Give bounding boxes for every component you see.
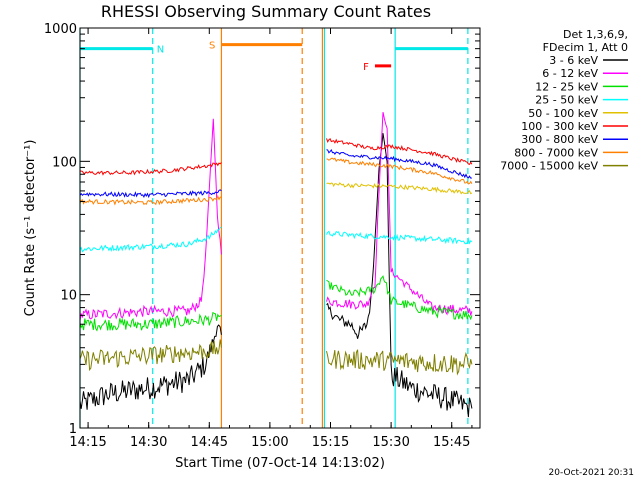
series-line-5-0 (79, 162, 222, 176)
plot-frame (79, 27, 481, 429)
y-tick-label-1: 10 (60, 289, 77, 304)
legend-label-8: 7000 - 15000 keV (500, 160, 598, 173)
series-line-8-0 (79, 339, 222, 372)
interval-label-1: S (209, 41, 215, 52)
y-tick-label-0: 1 (69, 422, 77, 437)
y-tick-label-2: 100 (52, 155, 77, 170)
legend-header-0: Det 1,3,6,9, (563, 28, 628, 41)
x-tick-label-3: 15:00 (251, 435, 288, 450)
x-tick-label-6: 15:45 (433, 435, 470, 450)
series-line-7-1 (326, 157, 473, 185)
x-tick-label-1: 14:30 (130, 435, 167, 450)
series-line-8-1 (326, 349, 473, 376)
x-tick-label-5: 15:30 (372, 435, 409, 450)
interval-label-2: F (363, 62, 369, 73)
legend-label-5: 100 - 300 keV (521, 120, 598, 133)
footer-timestamp: 20-Oct-2021 20:31 (549, 468, 634, 478)
series-line-2-0 (79, 311, 222, 332)
x-tick-label-4: 15:15 (312, 435, 349, 450)
x-axis: 14:15 14:30 14:45 15:00 15:15 15:30 15:45 (69, 28, 473, 450)
series-line-7-0 (79, 194, 222, 206)
y-tick-label-3: 1000 (44, 22, 77, 37)
legend-label-7: 800 - 7000 keV (514, 146, 598, 159)
series-line-4-0 (326, 182, 473, 195)
series-line-6-1 (326, 149, 472, 179)
series-line-3-1 (326, 230, 473, 245)
y-axis: 1 10 100 1000 (44, 22, 480, 437)
legend-label-6: 300 - 800 keV (521, 133, 598, 146)
legend-label-4: 50 - 100 keV (528, 107, 598, 120)
y-axis-label: Count Rate (s⁻¹ detector⁻¹) (23, 140, 38, 317)
legend-label-0: 3 - 6 keV (549, 54, 598, 67)
legend-label-1: 6 - 12 keV (542, 67, 598, 80)
legend-label-2: 12 - 25 keV (535, 80, 598, 93)
series-line-1-1 (326, 111, 473, 316)
series-line-0-1 (326, 133, 473, 418)
legend-header-1: FDecim 1, Att 0 (543, 41, 628, 54)
series-line-0-0 (79, 324, 222, 410)
chart-title: RHESSI Observing Summary Count Rates (101, 2, 431, 21)
legend-label-3: 25 - 50 keV (535, 94, 598, 107)
interval-lines (79, 28, 469, 428)
series-lines (79, 111, 473, 418)
series-line-5-1 (326, 137, 473, 166)
series-line-3-0 (79, 226, 222, 253)
series-line-1-0 (79, 118, 222, 321)
interval-label-0: N (157, 45, 164, 56)
interval-bars: N S F (80, 41, 468, 73)
x-tick-label-0: 14:15 (69, 435, 106, 450)
x-axis-label: Start Time (07-Oct-14 14:13:02) (175, 456, 385, 471)
series-line-6-0 (79, 189, 222, 199)
series-line-2-1 (326, 275, 473, 321)
x-tick-label-2: 14:45 (191, 435, 228, 450)
